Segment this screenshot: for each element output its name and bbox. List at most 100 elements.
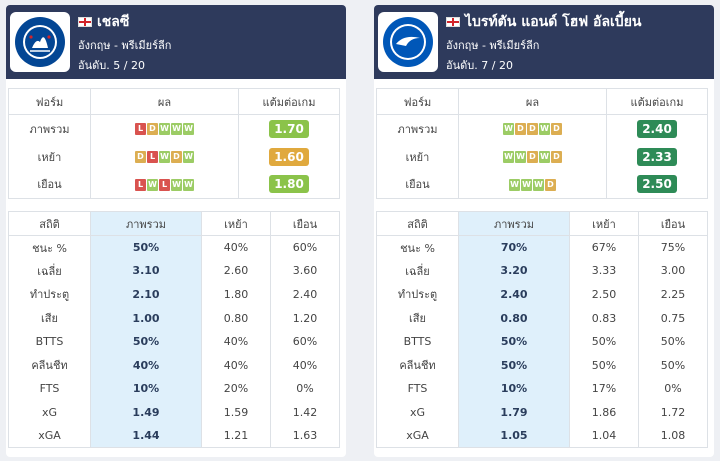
stat-away: 1.08 <box>637 424 709 449</box>
ppg-badge: 2.40 <box>637 119 677 138</box>
stat-away: 1.72 <box>637 400 709 425</box>
stat-home: 50% <box>568 329 639 354</box>
form-row-label: ภาพรวม <box>376 114 459 143</box>
stat-home: 40% <box>200 353 271 378</box>
stat-row: xGA 1.44 1.21 1.63 <box>8 424 341 449</box>
team-header: ไบรท์ตัน แอนด์ โฮฟ อัลเบี้ยน อังกฤษ - พร… <box>374 5 714 79</box>
team-name-link[interactable]: เชลซี <box>78 11 171 33</box>
result-chip: L <box>147 151 158 163</box>
stat-overall: 70% <box>458 235 570 260</box>
stat-overall: 1.79 <box>458 400 570 425</box>
home-header: เหย้า <box>568 211 639 236</box>
result-chip: W <box>159 123 170 136</box>
ppg-badge: 1.70 <box>269 119 309 138</box>
stat-label: FTS <box>8 377 91 401</box>
stat-row: xGA 1.05 1.04 1.08 <box>376 424 709 449</box>
stat-away: 2.25 <box>637 282 709 307</box>
stat-home: 2.60 <box>200 259 271 283</box>
stat-label: เสีย <box>8 306 91 330</box>
ppg-header: แต้มต่อเกม <box>606 88 708 115</box>
stat-home: 1.80 <box>200 282 271 307</box>
england-flag-icon <box>446 16 460 27</box>
stat-away: 0.75 <box>637 306 709 330</box>
result-chip: W <box>159 151 170 163</box>
result-chip: W <box>503 123 514 136</box>
stat-overall: 3.10 <box>90 259 202 283</box>
result-chip: W <box>183 123 194 136</box>
stat-overall: 1.05 <box>458 424 570 449</box>
team-logo[interactable] <box>378 12 438 72</box>
stat-overall: 40% <box>90 353 202 378</box>
stats-table: สถิติ ภาพรวม เหย้า เยือน ชนะ % 50% 40% 60% เ… <box>8 211 341 449</box>
stat-label: ทำประตู <box>376 282 459 307</box>
away-header: เยือน <box>637 211 709 236</box>
stat-label: xGA <box>376 424 459 449</box>
overall-header: ภาพรวม <box>90 211 202 236</box>
stat-overall: 10% <box>458 377 570 401</box>
result-chip: W <box>183 151 194 163</box>
stat-row: BTTS 50% 50% 50% <box>376 329 709 354</box>
stat-label: เฉลี่ย <box>376 259 459 283</box>
home-header: เหย้า <box>200 211 271 236</box>
team-name[interactable]: เชลซี <box>97 13 130 30</box>
stat-away: 0% <box>269 377 341 401</box>
stat-label: เสีย <box>376 306 459 330</box>
stat-overall: 2.40 <box>458 282 570 307</box>
stat-row: คลีนชีท 40% 40% 40% <box>8 353 341 378</box>
result-chip: D <box>135 151 146 163</box>
stat-home: 50% <box>568 353 639 378</box>
stat-overall: 1.49 <box>90 400 202 425</box>
stat-home: 1.04 <box>568 424 639 449</box>
result-chip: D <box>171 151 182 163</box>
result-chip: L <box>135 178 146 191</box>
ppg-badge: 2.50 <box>637 175 677 194</box>
stat-home: 67% <box>568 235 639 260</box>
team-name-link[interactable]: ไบรท์ตัน แอนด์ โฮฟ อัลเบี้ยน <box>446 11 641 33</box>
stat-label: ชนะ % <box>376 235 459 260</box>
stat-away: 1.20 <box>269 306 341 330</box>
result-chip: L <box>135 123 146 136</box>
brighton-crest-icon <box>383 17 433 67</box>
form-row-label: เยือน <box>376 170 459 199</box>
stat-label: เฉลี่ย <box>8 259 91 283</box>
stat-overall: 10% <box>90 377 202 401</box>
result-chip: W <box>521 178 532 191</box>
stat-away: 60% <box>269 235 341 260</box>
stat-away: 3.00 <box>637 259 709 283</box>
rank-label: อันดับ. 5 / 20 <box>78 58 145 72</box>
stat-home: 2.50 <box>568 282 639 307</box>
team-logo[interactable] <box>10 12 70 72</box>
stat-row: BTTS 50% 40% 60% <box>8 329 341 354</box>
result-chip: W <box>509 178 520 191</box>
stat-header: สถิติ <box>8 211 91 236</box>
result-chip: D <box>527 123 538 136</box>
stat-label: ทำประตู <box>8 282 91 307</box>
stat-label: ชนะ % <box>8 235 91 260</box>
stat-away: 3.60 <box>269 259 341 283</box>
result-chip: W <box>147 178 158 191</box>
form-row-label: เหย้า <box>8 142 91 171</box>
rank-label: อันดับ. 7 / 20 <box>446 58 513 72</box>
stat-overall: 50% <box>90 235 202 260</box>
stat-home: 0.83 <box>568 306 639 330</box>
stat-away: 75% <box>637 235 709 260</box>
result-chip: W <box>171 123 182 136</box>
stat-row: xG 1.79 1.86 1.72 <box>376 400 709 425</box>
result-chip: W <box>171 178 182 191</box>
league-label: อังกฤษ - พรีเมียร์ลีก <box>446 38 540 52</box>
stat-row: เสีย 1.00 0.80 1.20 <box>8 306 341 330</box>
result-chip: W <box>539 123 550 136</box>
overall-header: ภาพรวม <box>458 211 570 236</box>
result-chip: D <box>515 123 526 136</box>
stat-overall: 1.44 <box>90 424 202 449</box>
team-name[interactable]: ไบรท์ตัน แอนด์ โฮฟ อัลเบี้ยน <box>465 13 642 30</box>
stat-overall: 50% <box>458 329 570 354</box>
stat-home: 0.80 <box>200 306 271 330</box>
